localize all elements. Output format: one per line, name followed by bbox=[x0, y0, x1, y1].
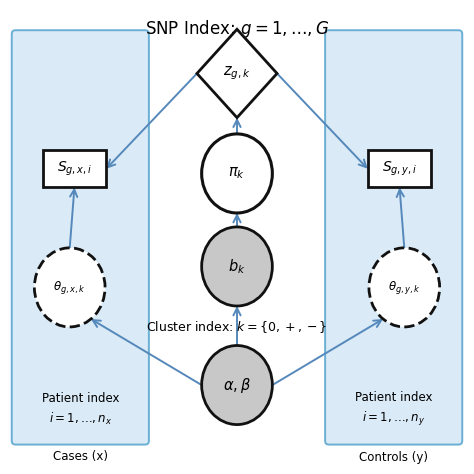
Text: $\theta_{g,x,k}$: $\theta_{g,x,k}$ bbox=[54, 279, 86, 296]
Text: $b_k$: $b_k$ bbox=[228, 257, 246, 276]
Text: $S_{g,y,i}$: $S_{g,y,i}$ bbox=[382, 160, 417, 178]
Text: $S_{g,x,i}$: $S_{g,x,i}$ bbox=[57, 160, 92, 178]
Text: $\theta_{g,y,k}$: $\theta_{g,y,k}$ bbox=[388, 279, 420, 296]
FancyBboxPatch shape bbox=[43, 150, 106, 187]
Ellipse shape bbox=[369, 248, 439, 327]
Ellipse shape bbox=[35, 248, 105, 327]
FancyBboxPatch shape bbox=[368, 150, 431, 187]
Text: $\alpha, \beta$: $\alpha, \beta$ bbox=[223, 375, 251, 394]
Polygon shape bbox=[197, 29, 277, 118]
Ellipse shape bbox=[201, 227, 273, 306]
Text: Cluster index: $k = \{0, +, -\}$: Cluster index: $k = \{0, +, -\}$ bbox=[146, 319, 328, 335]
FancyBboxPatch shape bbox=[12, 30, 149, 445]
Text: $\pi_k$: $\pi_k$ bbox=[228, 165, 246, 181]
Text: $z_{g,k}$: $z_{g,k}$ bbox=[223, 64, 251, 82]
Text: Patient index
$i = 1, \ldots, n_x$

Cases (x): Patient index $i = 1, \ldots, n_x$ Cases… bbox=[42, 392, 119, 464]
Ellipse shape bbox=[201, 134, 273, 213]
FancyBboxPatch shape bbox=[325, 30, 462, 445]
Text: SNP Index: $g = 1, \ldots, G$: SNP Index: $g = 1, \ldots, G$ bbox=[145, 18, 329, 40]
Ellipse shape bbox=[201, 346, 273, 425]
Text: Patient index
$i = 1, \ldots, n_y$

Controls (y): Patient index $i = 1, \ldots, n_y$ Contr… bbox=[355, 392, 432, 465]
